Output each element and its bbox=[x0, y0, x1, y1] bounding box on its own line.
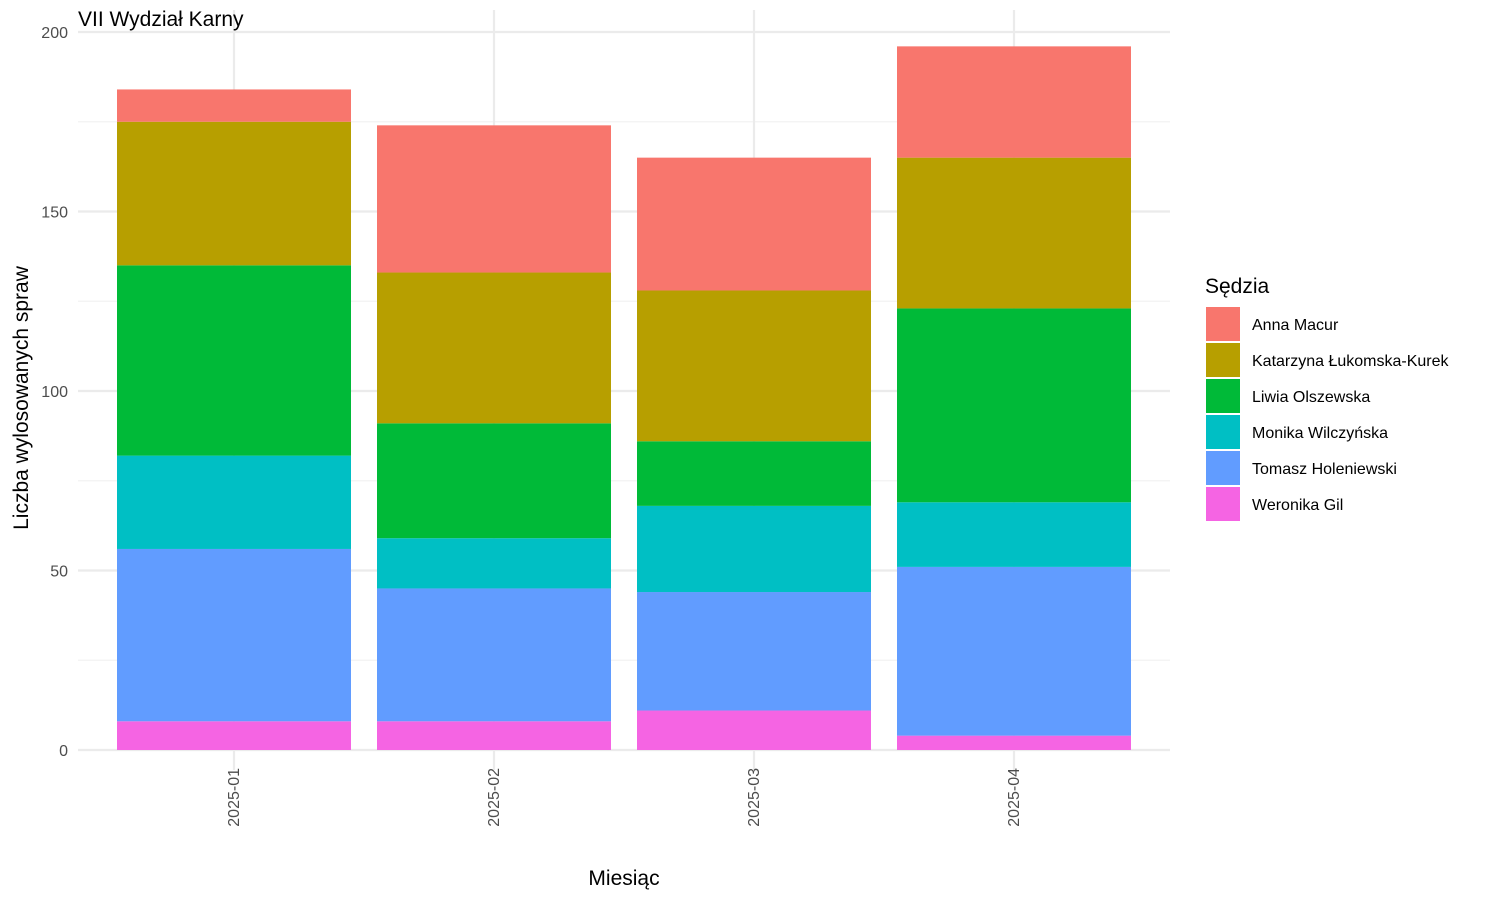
legend-label-liwia-olszewska: Liwia Olszewska bbox=[1252, 389, 1370, 406]
legend-swatch-katarzyna-lukomska-kurek bbox=[1206, 343, 1240, 377]
bar-monika-wilczynska-2025-04 bbox=[897, 502, 1131, 567]
bar-weronika-gil-2025-01 bbox=[117, 721, 351, 750]
bar-tomasz-holeniewski-2025-03 bbox=[637, 592, 871, 711]
y-axis-ticks: 0 50 100 150 200 bbox=[41, 25, 68, 760]
bar-monika-wilczynska-2025-01 bbox=[117, 455, 351, 549]
chart-title: VII Wydział Karny bbox=[78, 8, 244, 31]
bar-weronika-gil-2025-02 bbox=[377, 721, 611, 750]
bar-katarzyna-lukomska-kurek-2025-01 bbox=[117, 121, 351, 266]
bar-weronika-gil-2025-04 bbox=[897, 735, 1131, 750]
bar-tomasz-holeniewski-2025-01 bbox=[117, 548, 351, 722]
bar-liwia-olszewska-2025-02 bbox=[377, 423, 611, 539]
legend-swatch-anna-macur bbox=[1206, 307, 1240, 341]
legend-swatch-tomasz-holeniewski bbox=[1206, 451, 1240, 485]
x-tick-label: 2025-04 bbox=[1006, 768, 1023, 827]
legend-label-weronika-gil: Weronika Gil bbox=[1252, 497, 1343, 514]
y-axis-title: Liczba wylosowanych spraw bbox=[10, 265, 33, 530]
y-tick-label: 150 bbox=[41, 205, 68, 222]
bar-anna-macur-2025-04 bbox=[897, 46, 1131, 158]
bar-tomasz-holeniewski-2025-04 bbox=[897, 566, 1131, 736]
legend-label-katarzyna-lukomska-kurek: Katarzyna Łukomska-Kurek bbox=[1252, 353, 1450, 370]
legend-swatch-weronika-gil bbox=[1206, 487, 1240, 521]
legend-swatch-monika-wilczynska bbox=[1206, 415, 1240, 449]
legend-swatch-liwia-olszewska bbox=[1206, 379, 1240, 413]
y-tick-label: 100 bbox=[41, 384, 68, 401]
bar-tomasz-holeniewski-2025-02 bbox=[377, 588, 611, 722]
bar-anna-macur-2025-02 bbox=[377, 125, 611, 273]
bar-liwia-olszewska-2025-03 bbox=[637, 441, 871, 506]
y-tick-label: 200 bbox=[41, 25, 68, 42]
legend-label-monika-wilczynska: Monika Wilczyńska bbox=[1252, 425, 1388, 442]
legend-title: Sędzia bbox=[1205, 275, 1270, 298]
x-tick-label: 2025-01 bbox=[226, 768, 243, 827]
x-axis-ticks: 2025-01 2025-02 2025-03 2025-04 bbox=[226, 768, 1023, 827]
bar-liwia-olszewska-2025-04 bbox=[897, 308, 1131, 503]
legend-label-tomasz-holeniewski: Tomasz Holeniewski bbox=[1252, 461, 1397, 478]
bar-weronika-gil-2025-03 bbox=[637, 710, 871, 750]
bars bbox=[117, 46, 1131, 750]
x-tick-label: 2025-02 bbox=[486, 768, 503, 827]
bar-katarzyna-lukomska-kurek-2025-04 bbox=[897, 157, 1131, 309]
x-tick-label: 2025-03 bbox=[746, 768, 763, 827]
legend: Sędzia Anna Macur Katarzyna Łukomska-Kure… bbox=[1205, 275, 1450, 521]
bar-anna-macur-2025-03 bbox=[637, 157, 871, 291]
y-tick-label: 0 bbox=[59, 743, 68, 760]
bar-anna-macur-2025-01 bbox=[117, 89, 351, 122]
y-tick-label: 50 bbox=[50, 564, 68, 581]
bar-monika-wilczynska-2025-02 bbox=[377, 538, 611, 589]
bar-katarzyna-lukomska-kurek-2025-03 bbox=[637, 290, 871, 442]
bar-monika-wilczynska-2025-03 bbox=[637, 505, 871, 593]
bar-katarzyna-lukomska-kurek-2025-02 bbox=[377, 272, 611, 424]
bar-liwia-olszewska-2025-01 bbox=[117, 265, 351, 456]
x-axis-title: Miesiąc bbox=[588, 867, 659, 890]
legend-label-anna-macur: Anna Macur bbox=[1252, 317, 1339, 334]
